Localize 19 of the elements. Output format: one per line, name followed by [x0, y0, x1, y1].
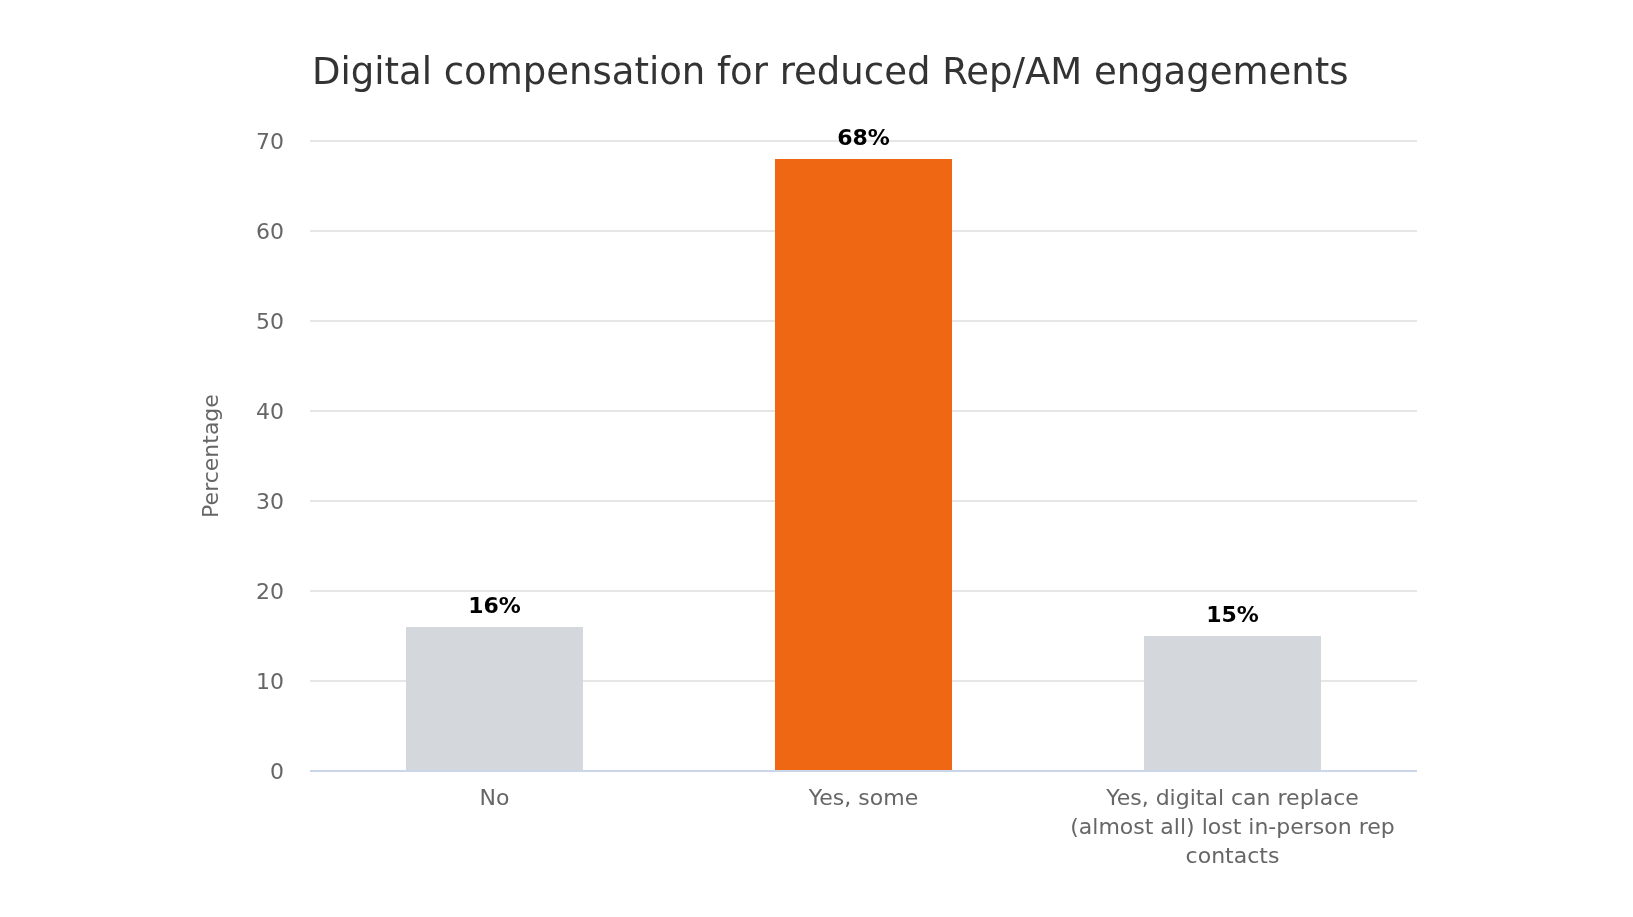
y-tick-label: 20: [256, 578, 284, 604]
chart-title: Digital compensation for reduced Rep/AM engagements: [312, 50, 1349, 93]
y-tick-label: 70: [256, 128, 284, 154]
y-tick-label: 0: [270, 758, 284, 784]
data-label: 68%: [837, 125, 890, 150]
x-tick-label: Yes, some: [807, 785, 919, 810]
y-tick-label: 60: [256, 218, 284, 244]
bar: [775, 159, 952, 771]
data-label: 16%: [468, 593, 521, 618]
bar: [406, 627, 583, 771]
y-tick-label: 30: [256, 488, 284, 514]
x-tick-label: Yes, digital can replace (almost all) lost in-person rep contacts: [1070, 785, 1395, 868]
x-tick-label: No: [479, 785, 510, 810]
y-tick-label: 40: [256, 398, 284, 424]
bar: [1144, 636, 1321, 771]
y-axis-title: Percentage: [197, 394, 223, 518]
data-label: 15%: [1206, 602, 1259, 627]
y-tick-label: 10: [256, 668, 284, 694]
y-tick-label: 50: [256, 308, 284, 334]
